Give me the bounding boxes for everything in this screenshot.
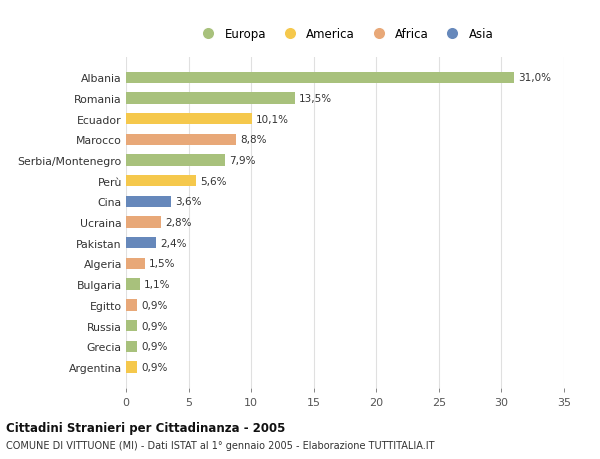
Legend: Europa, America, Africa, Asia: Europa, America, Africa, Asia [194,25,496,43]
Bar [126,134,236,146]
Text: 0,9%: 0,9% [141,300,167,310]
Bar [126,73,514,84]
Text: 2,4%: 2,4% [160,238,186,248]
Bar [126,217,161,228]
Bar [126,258,145,269]
Text: 8,8%: 8,8% [240,135,266,145]
Text: 5,6%: 5,6% [200,176,226,186]
Text: 0,9%: 0,9% [141,321,167,331]
Bar [126,320,137,331]
Text: 0,9%: 0,9% [141,362,167,372]
Bar [126,279,140,290]
Text: 3,6%: 3,6% [175,197,202,207]
Text: 0,9%: 0,9% [141,341,167,352]
Bar [126,114,253,125]
Text: 13,5%: 13,5% [299,94,332,104]
Text: 10,1%: 10,1% [256,114,289,124]
Bar [126,341,137,352]
Text: COMUNE DI VITTUONE (MI) - Dati ISTAT al 1° gennaio 2005 - Elaborazione TUTTITALI: COMUNE DI VITTUONE (MI) - Dati ISTAT al … [6,440,434,450]
Bar [126,362,137,373]
Bar [126,176,196,187]
Bar [126,155,225,166]
Bar [126,238,156,249]
Text: 2,8%: 2,8% [165,218,191,228]
Text: 1,5%: 1,5% [149,259,175,269]
Bar [126,196,171,207]
Bar [126,300,137,311]
Text: 31,0%: 31,0% [518,73,551,83]
Text: 7,9%: 7,9% [229,156,255,166]
Text: Cittadini Stranieri per Cittadinanza - 2005: Cittadini Stranieri per Cittadinanza - 2… [6,421,286,434]
Text: 1,1%: 1,1% [143,280,170,290]
Bar [126,93,295,104]
